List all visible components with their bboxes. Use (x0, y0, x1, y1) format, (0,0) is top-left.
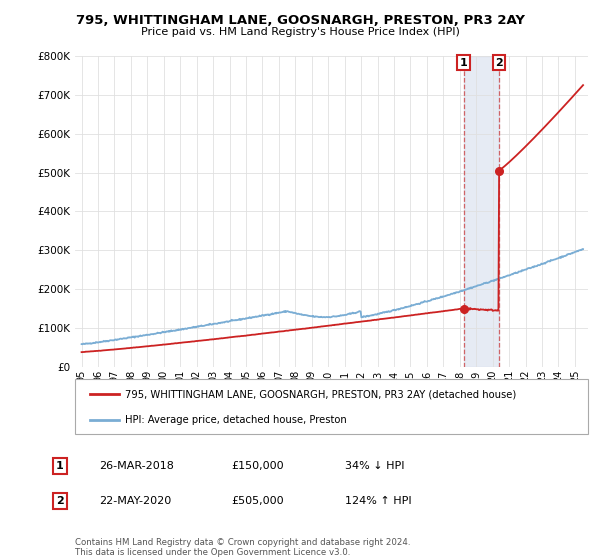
Text: 2: 2 (56, 496, 64, 506)
Text: £150,000: £150,000 (231, 461, 284, 471)
Text: £505,000: £505,000 (231, 496, 284, 506)
Text: 1: 1 (56, 461, 64, 471)
Text: 26-MAR-2018: 26-MAR-2018 (99, 461, 174, 471)
Text: 124% ↑ HPI: 124% ↑ HPI (345, 496, 412, 506)
Text: HPI: Average price, detached house, Preston: HPI: Average price, detached house, Pres… (125, 416, 347, 425)
Text: Price paid vs. HM Land Registry's House Price Index (HPI): Price paid vs. HM Land Registry's House … (140, 27, 460, 38)
Text: Contains HM Land Registry data © Crown copyright and database right 2024.
This d: Contains HM Land Registry data © Crown c… (75, 538, 410, 557)
Text: 795, WHITTINGHAM LANE, GOOSNARGH, PRESTON, PR3 2AY (detached house): 795, WHITTINGHAM LANE, GOOSNARGH, PRESTO… (125, 390, 516, 399)
Text: 795, WHITTINGHAM LANE, GOOSNARGH, PRESTON, PR3 2AY: 795, WHITTINGHAM LANE, GOOSNARGH, PRESTO… (76, 14, 524, 27)
Bar (464, 56, 499, 367)
Text: 1: 1 (460, 58, 467, 68)
Text: 22-MAY-2020: 22-MAY-2020 (99, 496, 171, 506)
Text: 2: 2 (495, 58, 503, 68)
Text: 34% ↓ HPI: 34% ↓ HPI (345, 461, 404, 471)
